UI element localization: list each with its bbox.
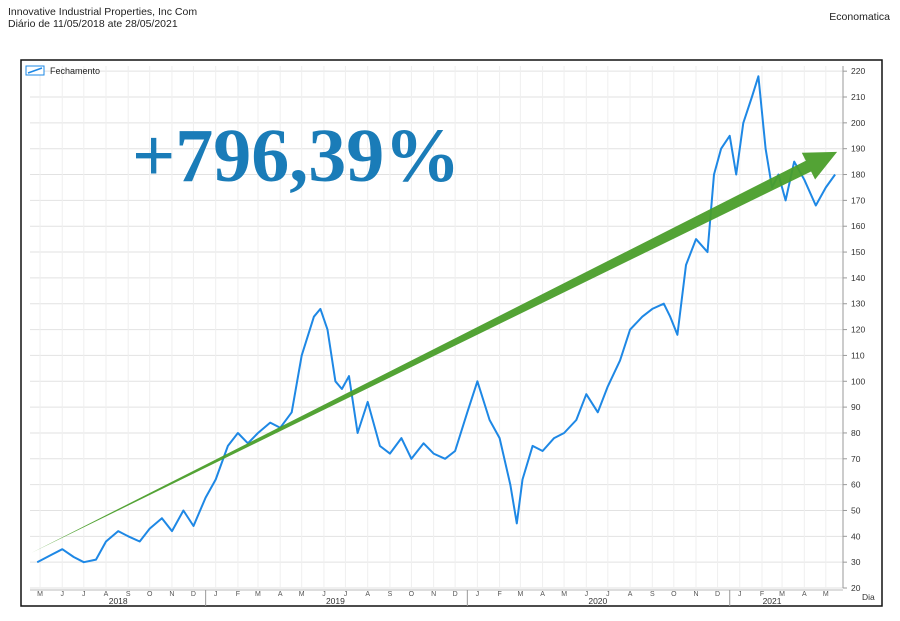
x-month-label: S bbox=[388, 591, 393, 598]
y-tick-label: 160 bbox=[851, 221, 865, 231]
x-month-label: D bbox=[453, 591, 458, 598]
chart-subtitle: Diário de 11/05/2018 ate 28/05/2021 bbox=[8, 18, 178, 30]
y-tick-label: 210 bbox=[851, 92, 865, 102]
x-month-label: D bbox=[191, 591, 196, 598]
x-month-label: M bbox=[779, 591, 785, 598]
x-month-label: A bbox=[365, 591, 370, 598]
x-month-label: M bbox=[255, 591, 261, 598]
x-month-label: N bbox=[431, 591, 436, 598]
x-month-label: J bbox=[738, 591, 742, 598]
x-month-label: J bbox=[82, 591, 86, 598]
x-month-label: M bbox=[561, 591, 567, 598]
x-month-label: O bbox=[671, 591, 677, 598]
legend-swatch-line bbox=[27, 67, 43, 74]
y-tick-label: 90 bbox=[851, 402, 861, 412]
x-month-label: S bbox=[650, 591, 655, 598]
x-month-label: A bbox=[802, 591, 807, 598]
y-tick-label: 110 bbox=[851, 350, 865, 360]
return-annotation: +796,39% bbox=[132, 114, 460, 198]
x-month-label: A bbox=[540, 591, 545, 598]
x-unit-label: Dia bbox=[862, 592, 875, 602]
y-tick-label: 60 bbox=[851, 480, 861, 490]
y-tick-label: 100 bbox=[851, 376, 865, 386]
y-tick-label: 180 bbox=[851, 170, 865, 180]
x-month-label: N bbox=[693, 591, 698, 598]
x-month-label: M bbox=[299, 591, 305, 598]
y-tick-label: 40 bbox=[851, 531, 861, 541]
y-tick-label: 80 bbox=[851, 428, 861, 438]
trend-arrow bbox=[31, 151, 838, 553]
y-tick-label: 190 bbox=[851, 144, 865, 154]
x-month-label: F bbox=[236, 591, 240, 598]
x-month-label: J bbox=[476, 591, 480, 598]
y-tick-label: 30 bbox=[851, 557, 861, 567]
x-year-label: 2019 bbox=[326, 596, 345, 606]
x-month-label: A bbox=[628, 591, 633, 598]
legend: Fechamento bbox=[25, 65, 100, 76]
y-tick-label: 120 bbox=[851, 325, 865, 335]
x-month-label: A bbox=[278, 591, 283, 598]
y-tick-label: 140 bbox=[851, 273, 865, 283]
legend-label-fechamento: Fechamento bbox=[50, 66, 100, 76]
x-month-label: J bbox=[344, 591, 348, 598]
y-tick-label: 150 bbox=[851, 247, 865, 257]
x-month-label: O bbox=[409, 591, 415, 598]
source-label: Economatica bbox=[829, 11, 890, 23]
x-year-label: 2021 bbox=[763, 596, 782, 606]
x-month-label: J bbox=[61, 591, 65, 598]
x-year-label: 2018 bbox=[109, 596, 128, 606]
x-month-label: J bbox=[606, 591, 610, 598]
x-month-label: M bbox=[517, 591, 523, 598]
x-month-label: J bbox=[585, 591, 589, 598]
x-month-label: O bbox=[147, 591, 153, 598]
chart-header: Innovative Industrial Properties, Inc Co… bbox=[8, 6, 197, 30]
x-month-label: F bbox=[497, 591, 501, 598]
y-tick-label: 170 bbox=[851, 195, 865, 205]
y-tick-label: 50 bbox=[851, 505, 861, 515]
chart-title: Innovative Industrial Properties, Inc Co… bbox=[8, 6, 198, 18]
x-month-label: N bbox=[169, 591, 174, 598]
y-tick-label: 70 bbox=[851, 454, 861, 464]
x-month-label: M bbox=[37, 591, 43, 598]
x-month-label: A bbox=[104, 591, 109, 598]
x-month-label: D bbox=[715, 591, 720, 598]
x-month-label: M bbox=[823, 591, 829, 598]
y-tick-label: 220 bbox=[851, 66, 865, 76]
y-tick-label: 20 bbox=[851, 583, 861, 593]
series-line-fechamento bbox=[36, 75, 836, 564]
y-tick-label: 200 bbox=[851, 118, 865, 128]
x-year-label: 2020 bbox=[588, 596, 607, 606]
x-month-label: J bbox=[214, 591, 218, 598]
y-tick-label: 130 bbox=[851, 299, 865, 309]
x-month-label: S bbox=[126, 591, 131, 598]
x-month-label: F bbox=[760, 591, 764, 598]
x-month-label: J bbox=[322, 591, 326, 598]
